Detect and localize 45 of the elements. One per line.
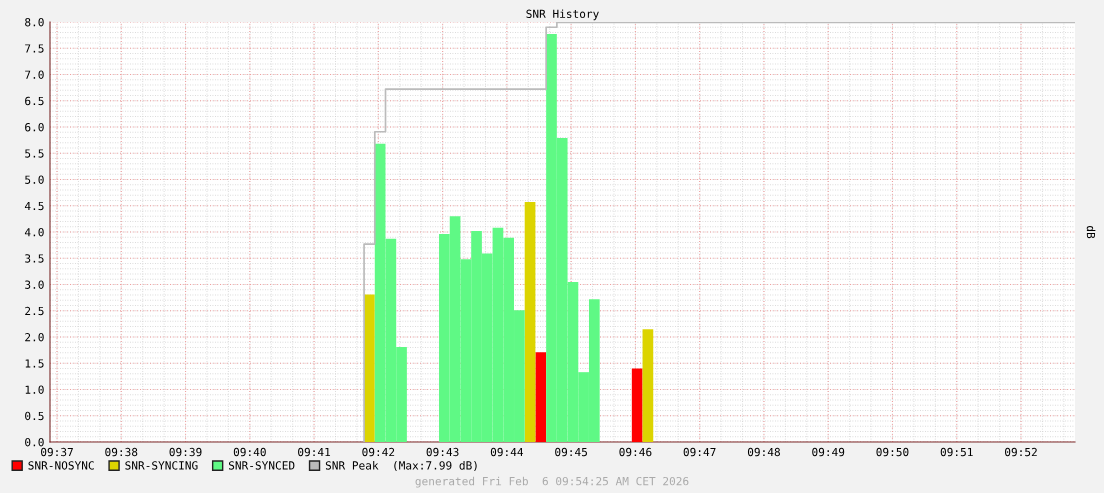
y-tick-label: 1.0 — [25, 385, 44, 394]
y-tick-label: 7.5 — [25, 44, 44, 53]
y-tick-label: 3.5 — [25, 254, 44, 263]
legend-label: SNR-NOSYNC — [28, 461, 94, 470]
bar — [631, 368, 643, 442]
y-axis-title: dB — [1086, 225, 1096, 239]
x-tick-label: 09:48 — [747, 447, 780, 457]
x-tick-label: 09:39 — [169, 447, 202, 457]
y-tick-label: 1.5 — [25, 359, 44, 368]
y-tick-label: 6.0 — [25, 123, 44, 132]
bar — [524, 202, 536, 442]
x-tick-label: 09:49 — [812, 447, 845, 457]
text: generated Fri Feb 6 09:54:25 AM CET 2026 — [415, 476, 689, 488]
legend-label: SNR-SYNCING — [125, 461, 198, 470]
y-tick-label: 8.0 — [25, 18, 44, 27]
bar — [364, 294, 375, 442]
x-tick-label: 09:40 — [233, 447, 266, 457]
bar — [642, 329, 654, 442]
legend-label: SNR Peak (Max:7.99 dB) — [325, 461, 477, 471]
x-tick-label: 09:52 — [1005, 447, 1037, 457]
x-tick-label: 09:44 — [490, 447, 524, 457]
y-tick-label: 5.5 — [25, 149, 44, 158]
x-tick-label: 09:38 — [105, 447, 138, 457]
chart-title: SNR History — [526, 9, 599, 21]
x-tick-label: 09:41 — [298, 447, 331, 457]
y-tick-label: 3.0 — [25, 280, 44, 289]
x-tick-label: 09:51 — [940, 447, 973, 457]
legend-label: SNR-SYNCED — [228, 461, 295, 470]
y-tick-label: 4.5 — [24, 201, 44, 211]
y-tick-label: 0.5 — [25, 411, 44, 421]
y-tick-label: 2.0 — [25, 333, 44, 342]
x-tick-label: 09:50 — [876, 447, 909, 457]
y-tick-label: 2.5 — [25, 306, 44, 316]
x-tick-label: 09:46 — [619, 447, 652, 457]
y-tick-label: 7.0 — [25, 70, 44, 79]
x-tick-label: 09:47 — [683, 447, 716, 457]
bar — [535, 352, 547, 442]
y-tick-label: 5.0 — [25, 175, 44, 184]
x-tick-label: 09:42 — [362, 447, 395, 457]
x-tick-label: 09:43 — [426, 447, 459, 457]
x-tick-label: 09:37 — [41, 447, 73, 457]
y-tick-label: 0.0 — [25, 438, 44, 447]
x-tick-label: 09:45 — [555, 447, 587, 457]
y-tick-label: 6.5 — [25, 96, 44, 106]
y-tick-label: 4.0 — [24, 228, 44, 237]
